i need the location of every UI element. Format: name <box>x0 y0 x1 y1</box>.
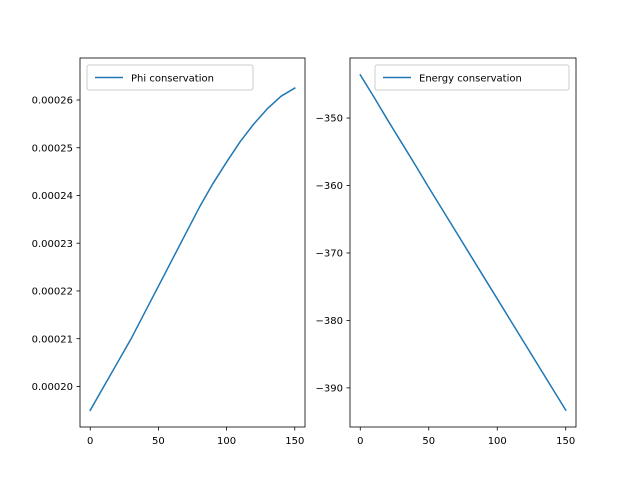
legend-box <box>374 64 570 91</box>
x-tick-label: 100 <box>488 436 507 447</box>
x-tick-label: 150 <box>285 436 304 447</box>
y-tick-label: 0.00022 <box>32 287 73 298</box>
x-tick-label: 0 <box>87 436 93 447</box>
axes-frame <box>349 57 577 428</box>
legend-box <box>86 64 254 91</box>
y-tick-label: 0.00026 <box>32 96 73 107</box>
x-tick-label: 0 <box>357 436 363 447</box>
y-tick-label: −380 <box>316 316 343 327</box>
axes-frame <box>79 57 306 428</box>
x-tick-label: 150 <box>556 436 575 447</box>
y-tick-label: 0.00020 <box>32 382 73 393</box>
x-tick-label: 50 <box>152 436 165 447</box>
x-tick-label: 100 <box>217 436 236 447</box>
y-tick-label: −370 <box>316 249 343 260</box>
legend-label: Energy conservation <box>419 74 522 85</box>
y-tick-label: 0.00021 <box>32 334 73 345</box>
legend-label: Phi conservation <box>131 74 214 85</box>
phi-conservation-panel: 0 50 100 150 0.00020 0.00021 0.00022 0.00023 0.0… <box>32 57 306 447</box>
series-line <box>89 87 296 412</box>
y-tick-label: −360 <box>316 181 343 192</box>
y-tick-label: −350 <box>316 114 343 125</box>
y-tick-label: 0.00023 <box>32 239 73 250</box>
y-tick-label: 0.00025 <box>32 143 73 154</box>
energy-conservation-panel: 0 50 100 150 −390 −380 −370 −360 −350 Energy cons… <box>316 57 577 447</box>
y-tick-label: 0.00024 <box>32 191 73 202</box>
y-tick-label: −390 <box>316 383 343 394</box>
series-line <box>359 73 567 412</box>
x-tick-label: 50 <box>422 436 435 447</box>
